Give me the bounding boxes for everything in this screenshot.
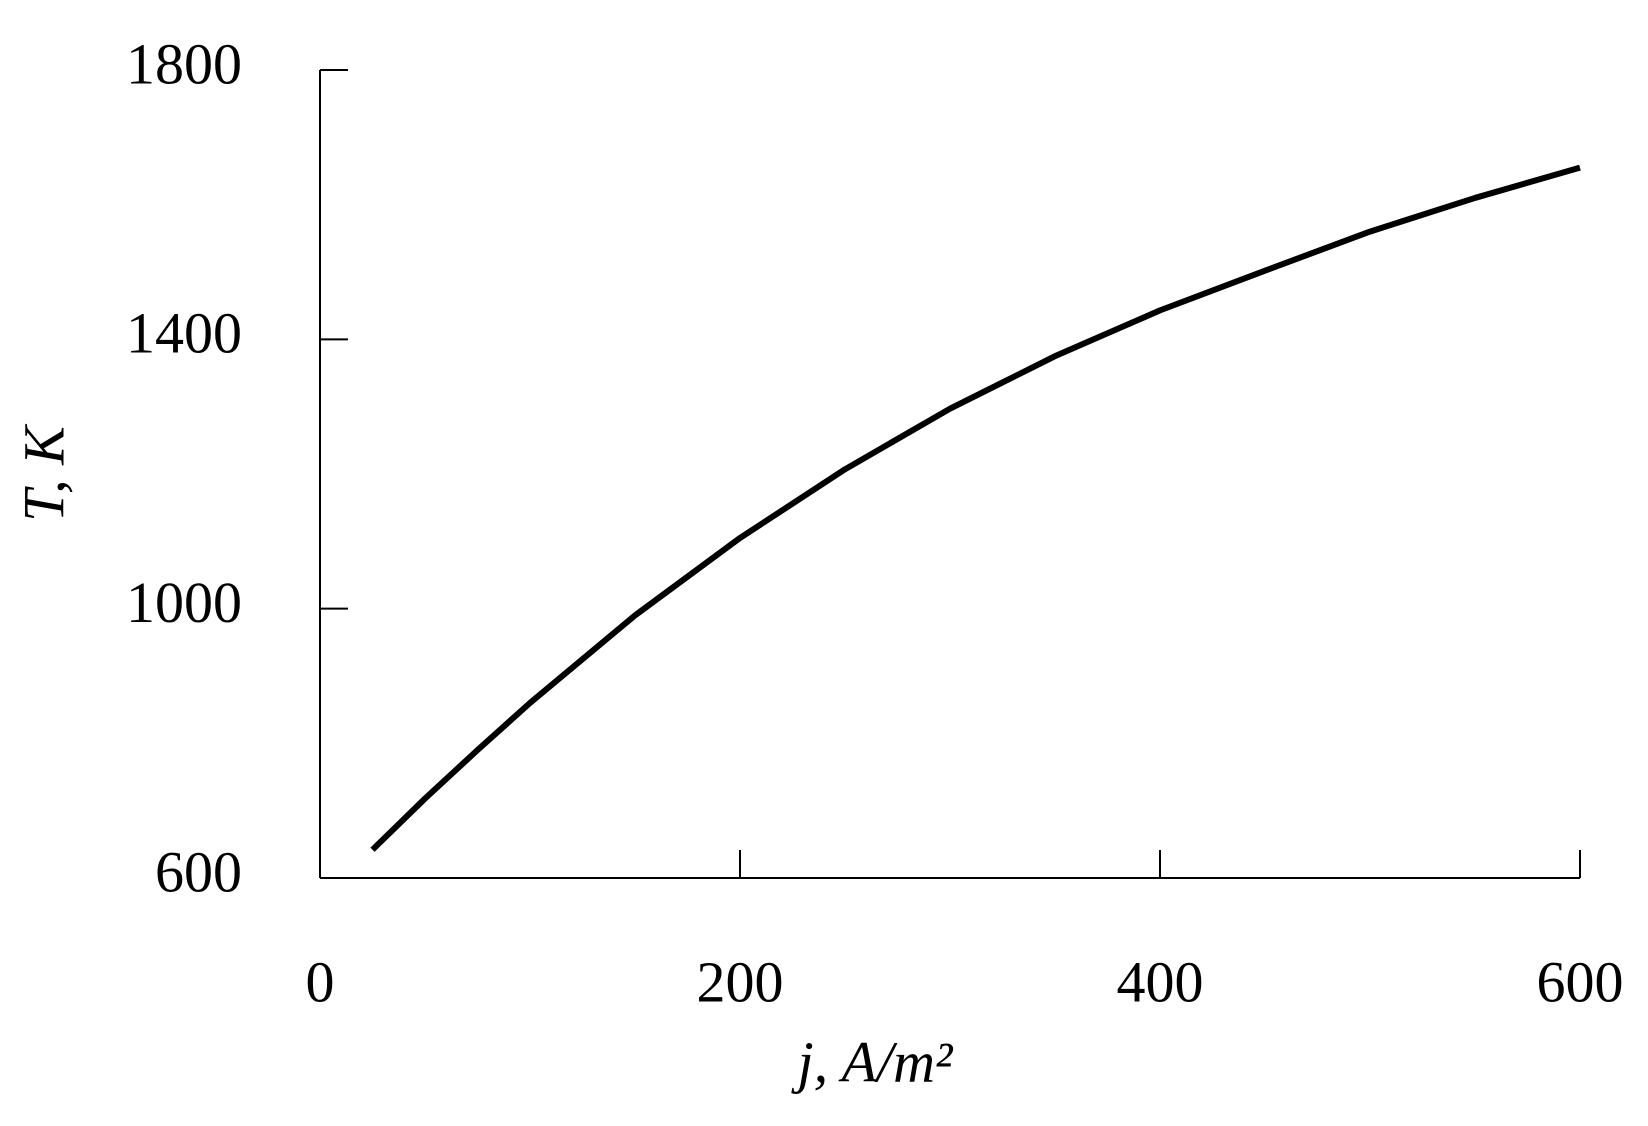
x-tick-label: 200	[697, 949, 784, 1014]
y-tick-label: 600	[155, 839, 242, 904]
y-tick-label: 1000	[126, 570, 242, 635]
x-axis-label: j, A/m²	[791, 1029, 954, 1094]
x-tick-label: 0	[306, 949, 335, 1014]
y-tick-label: 1800	[126, 31, 242, 96]
x-tick-label: 600	[1537, 949, 1624, 1014]
y-axis-label: T, K	[11, 423, 76, 522]
data-line	[370, 164, 1581, 852]
x-tick-label: 400	[1117, 949, 1204, 1014]
y-tick-label: 1400	[126, 301, 242, 366]
